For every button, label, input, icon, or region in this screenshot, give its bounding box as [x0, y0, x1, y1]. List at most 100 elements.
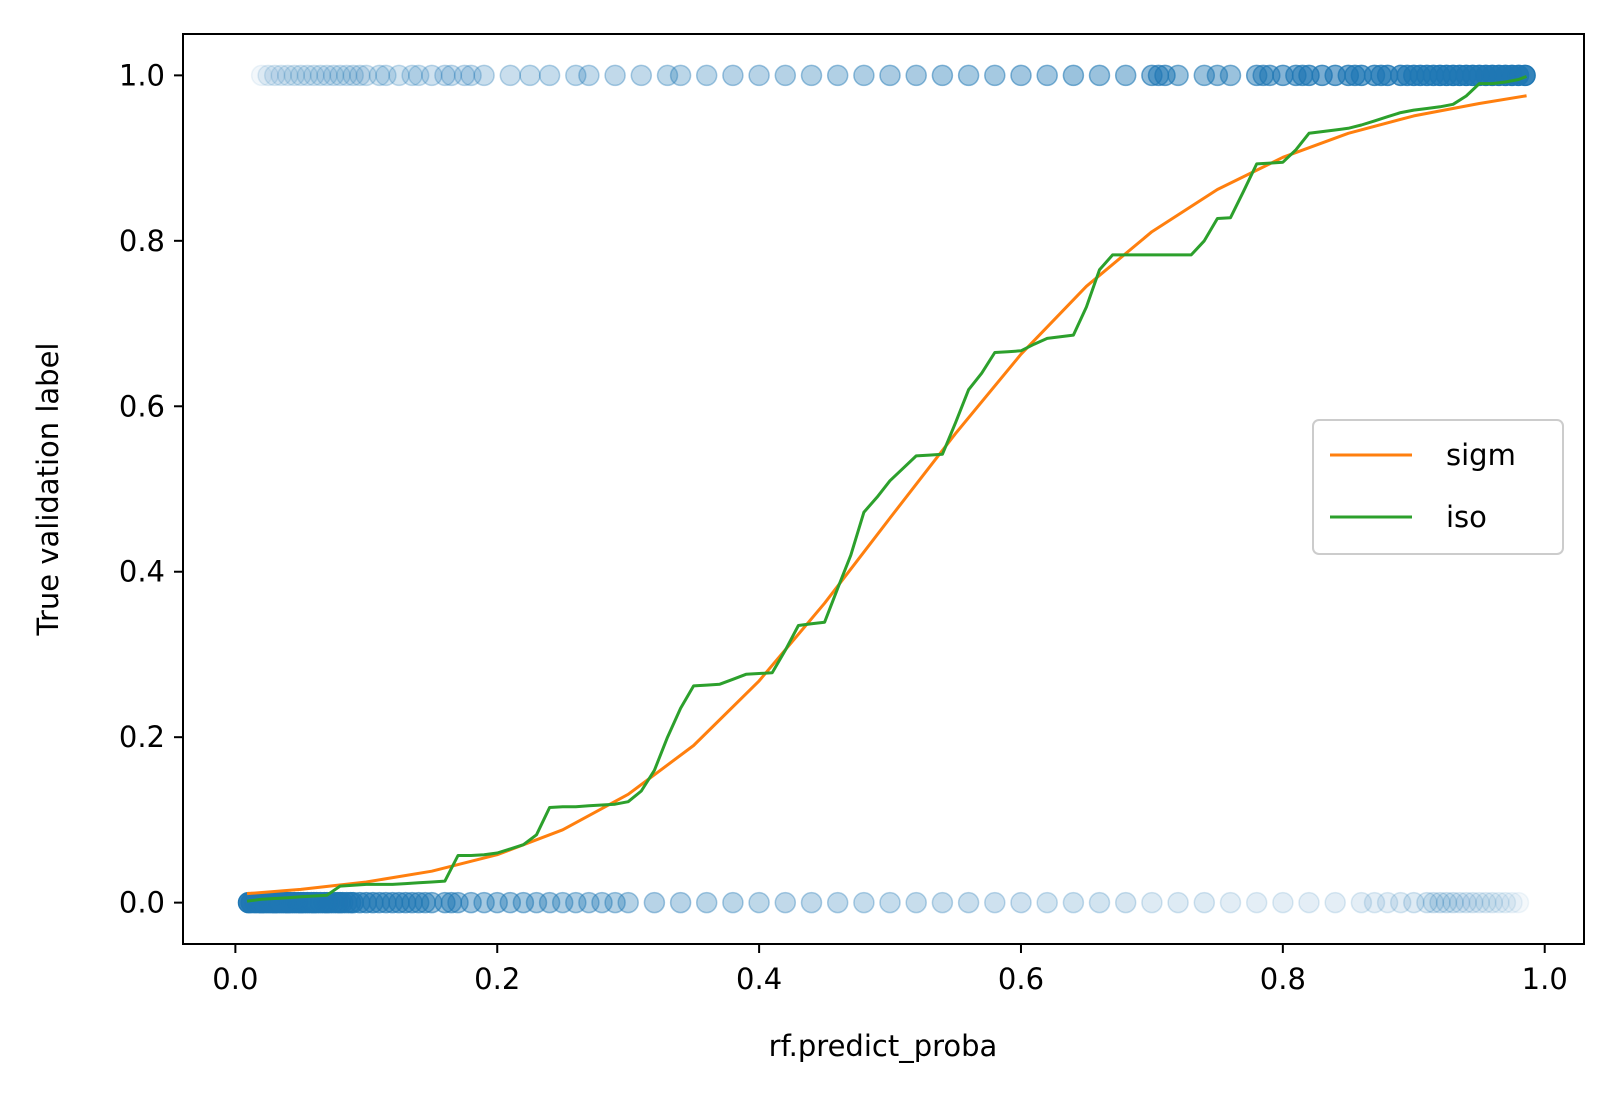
scatter-point-label-1: [905, 64, 927, 87]
scatter-point-label-1: [473, 64, 495, 87]
scatter-point-label-0: [538, 891, 561, 914]
x-axis-ticks: 0.0 0.2 0.4 0.6 0.8 1.0: [212, 944, 1568, 996]
scatter-point-label-1: [283, 64, 306, 87]
scatter-point-label-1: [309, 64, 332, 87]
scatter-point-label-1: [349, 64, 371, 87]
scatter-point-label-1: [1088, 64, 1111, 87]
scatter-point-label-0: [1363, 891, 1386, 914]
scatter-point-label-1: [335, 64, 358, 87]
scatter-point-label-1: [774, 64, 797, 87]
scatter-point-label-1: [931, 64, 954, 87]
scatter-point-label-1: [1114, 64, 1137, 87]
scatter-point-label-1: [669, 64, 692, 87]
scatter-point-label-1: [250, 64, 273, 87]
scatter-point-label-1: [440, 64, 463, 87]
scatter-point-label-0: [1167, 891, 1189, 914]
scatter-point-label-0: [1442, 891, 1464, 914]
scatter-point-label-1: [1010, 64, 1032, 87]
scatter-point-label-1: [316, 64, 338, 87]
scatter-point-label-0: [1475, 891, 1497, 914]
scatter-point-label-0: [1088, 891, 1111, 914]
scatter-point-label-1: [656, 64, 679, 87]
scatter-point-label-0: [1455, 891, 1477, 914]
scatter-point-label-0: [1488, 891, 1510, 914]
y-tick-label: 0.6: [119, 389, 165, 423]
scatter-point-label-0: [1245, 891, 1268, 914]
scatter-point-label-0: [565, 891, 587, 914]
scatter-point-label-0: [1219, 891, 1242, 914]
scatter-point-label-1: [565, 64, 587, 87]
scatter-point-label-0: [1403, 891, 1425, 914]
scatter-point-label-1: [407, 64, 430, 87]
legend-box: [1312, 419, 1564, 555]
scatter-point-label-1: [1167, 64, 1189, 87]
scatter-point-label-0: [695, 891, 718, 914]
scatter-point-label-1: [434, 64, 456, 87]
scatter-point-label-1: [957, 64, 980, 87]
scatter-point-label-0: [643, 891, 666, 914]
scatter-point-label-0: [1036, 891, 1058, 914]
scatter-point-label-0: [1350, 891, 1373, 914]
scatter-point-label-1: [722, 64, 744, 87]
scatter-point-label-1: [984, 64, 1006, 87]
scatter-point-label-0: [525, 891, 548, 914]
scatter-point-label-0: [1429, 891, 1451, 914]
scatter-point-label-1: [826, 64, 849, 87]
scatter-point-label-1: [604, 64, 626, 87]
y-tick-label: 1.0: [119, 58, 165, 92]
scatter-point-label-1: [401, 64, 423, 87]
y-axis-ticks: 0.0 0.2 0.4 0.6 0.8 1.0: [119, 58, 183, 920]
plot-frame: [182, 33, 1585, 945]
scatter-point-label-1: [388, 64, 410, 87]
legend: sigm iso: [1312, 419, 1564, 555]
scatter-point-label-1: [695, 64, 718, 87]
calibration-lines: [246, 75, 1528, 903]
scatter-point-label-1: [879, 64, 901, 87]
scatter-points: [237, 64, 1536, 914]
legend-iso-label: iso: [1446, 500, 1487, 534]
scatter-point-label-0: [774, 891, 797, 914]
scatter-point-label-1: [453, 64, 476, 87]
x-tick-label: 0.2: [474, 962, 520, 996]
scatter-point-label-0: [1468, 891, 1491, 914]
scatter-point-label-0: [931, 891, 954, 914]
scatter-point-label-0: [826, 891, 849, 914]
scatter-point-label-1: [853, 64, 875, 87]
scatter-point-label-0: [1481, 891, 1504, 914]
x-tick-label: 0.6: [998, 962, 1044, 996]
y-axis-label: True validation label: [31, 343, 65, 637]
y-tick-label: 0.0: [119, 886, 165, 920]
scatter-point-label-0: [905, 891, 927, 914]
x-tick-label: 1.0: [1522, 962, 1568, 996]
scatter-point-label-0: [512, 891, 535, 914]
scatter-point-label-1: [263, 64, 286, 87]
iso-series-line: [246, 75, 1528, 903]
scatter-point-label-0: [1141, 891, 1163, 914]
scatter-point-label-1: [276, 64, 299, 87]
scatter-point-label-1: [257, 64, 279, 87]
scatter-point-label-0: [1193, 891, 1216, 914]
scatter-point-label-1: [630, 64, 653, 87]
scatter-point-label-0: [1501, 891, 1523, 914]
scatter-point-label-0: [1114, 891, 1137, 914]
scatter-point-label-0: [1272, 891, 1294, 914]
scatter-point-label-0: [879, 891, 901, 914]
scatter-point-label-1: [290, 64, 312, 87]
x-axis-label: rf.predict_proba: [769, 1029, 998, 1063]
scatter-point-label-1: [460, 64, 482, 87]
scatter-point-label-0: [617, 891, 639, 914]
x-tick-label: 0.4: [736, 962, 782, 996]
scatter-point-label-1: [270, 64, 292, 87]
scatter-point-label-0: [551, 891, 574, 914]
scatter-point-label-0: [1461, 891, 1484, 914]
y-tick-label: 0.2: [119, 720, 165, 754]
scatter-point-label-0: [1062, 891, 1085, 914]
y-tick-label: 0.8: [119, 224, 165, 258]
scatter-point-label-0: [1376, 891, 1399, 914]
scatter-point-label-0: [800, 891, 823, 914]
scatter-point-label-1: [368, 64, 391, 87]
scatter-point-label-0: [984, 891, 1006, 914]
x-tick-label: 0.8: [1260, 962, 1306, 996]
scatter-point-label-1: [578, 64, 600, 87]
